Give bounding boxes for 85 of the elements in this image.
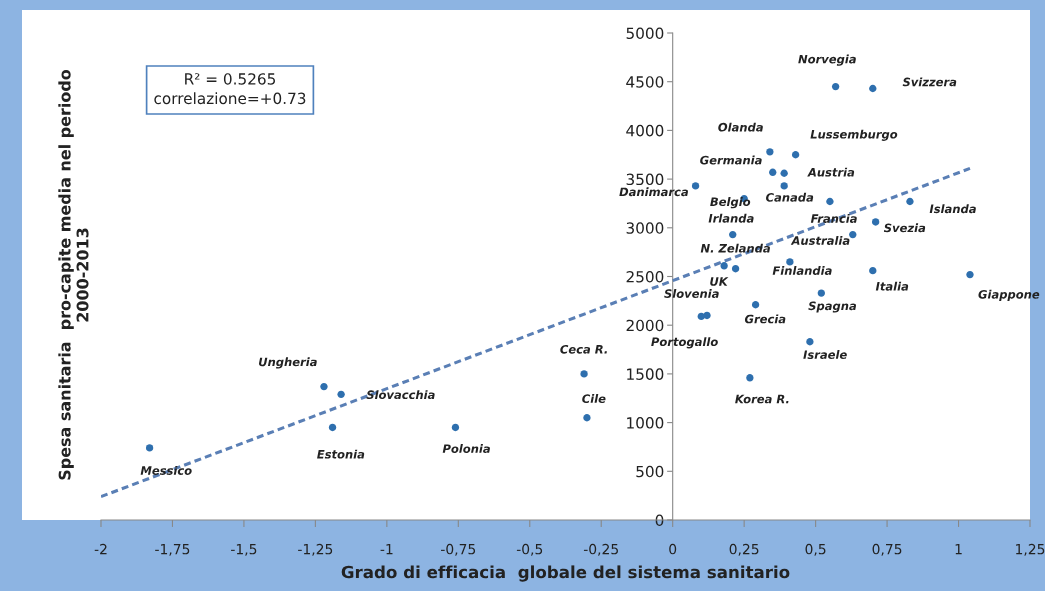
annotation: Svizzera [902,77,957,87]
x-tick-label: 0 [669,543,677,555]
point [751,301,760,309]
annotation: Israele [803,350,847,359]
y-tick-label: 3000 [626,222,664,234]
annotation: Belgio [710,197,751,209]
annotation: Canada [766,192,814,202]
annotation: Spagna [808,301,856,313]
annotation: Giappone [978,289,1040,301]
annotation: Ungheria [259,357,317,369]
annotation: Islanda [929,204,976,214]
point [780,182,788,190]
point [786,258,794,266]
annotation: Grecia [744,314,786,324]
point [746,374,754,382]
point [849,230,857,239]
x-tick-label: -2 [94,543,107,555]
x-tick-label: -1 [380,544,393,555]
point [869,266,877,275]
y-tick-label: 500 [636,465,664,478]
point [580,370,588,378]
annotation: Portogallo [651,337,718,349]
point [720,262,728,270]
point [871,218,880,226]
point [780,169,788,177]
annotation: Svezia [883,223,926,233]
point [328,423,337,432]
annotation: Lussemburgo [810,129,898,141]
annotation: UK [710,277,729,286]
y-tick-label: 4000 [626,124,664,137]
point [806,338,814,346]
annotation: Olanda [718,122,763,132]
point [337,390,345,399]
point [691,182,700,190]
x-tick-label: 1 [955,544,962,555]
annotation: Slovenia [664,289,719,298]
annotation: Korea R. [735,394,789,404]
point [769,168,777,176]
point [791,151,800,159]
point [583,414,591,422]
y-tick-label: 1500 [627,368,664,380]
y-tick-label: 3500 [626,173,664,186]
point [831,82,840,91]
x-tick-label: -0,5 [516,543,543,556]
point [906,197,914,206]
y-axis-title: Spesa sanitaria pro-capite media nel periodo 2000-2013 [58,69,89,480]
point [729,230,737,239]
annotation: Germania [700,155,762,165]
annotation: Ceca R. [560,344,607,354]
x-tick-label: -0,75 [441,543,476,556]
annotation: Irlanda [708,213,754,223]
x-tick-label: 0,75 [872,543,902,556]
annotation: Polonia [442,444,490,454]
point [697,312,705,321]
y-tick-label: 2000 [626,319,664,332]
annotation: Norvegia [798,54,856,66]
y-tick-label: 4500 [626,76,664,88]
point [869,84,877,93]
y-tick-label: 1000 [627,417,664,429]
x-axis-title: Grado di efficacia globale del sistema sanitario [341,565,790,582]
annotation: Cile [582,394,606,404]
annotation: Australia [790,235,850,245]
point [817,289,826,297]
annotation: R² = 0.5265 correlazione=+0.73 [154,73,306,105]
x-tick-label: -0,25 [583,543,618,556]
point [966,270,974,279]
annotation: Estonia [317,449,365,459]
x-tick-label: -1,5 [231,544,257,556]
x-tick-label: 1,25 [1016,543,1045,556]
y-tick-label: 5000 [626,27,664,40]
x-tick-label: 0,5 [805,543,826,556]
point [320,382,328,391]
point [451,423,460,432]
x-tick-label: -1,25 [298,543,333,556]
annotation: Austria [807,167,855,177]
point [145,444,154,452]
point [826,197,834,206]
annotation: Danimarca [619,187,688,197]
y-tick-label: 2500 [626,270,664,283]
point [731,265,740,273]
point [766,148,774,156]
x-tick-label: -1,75 [155,544,190,556]
annotation: Italia [875,281,909,291]
x-tick-label: 0,25 [729,543,759,556]
annotation: Finlandia [772,266,832,275]
